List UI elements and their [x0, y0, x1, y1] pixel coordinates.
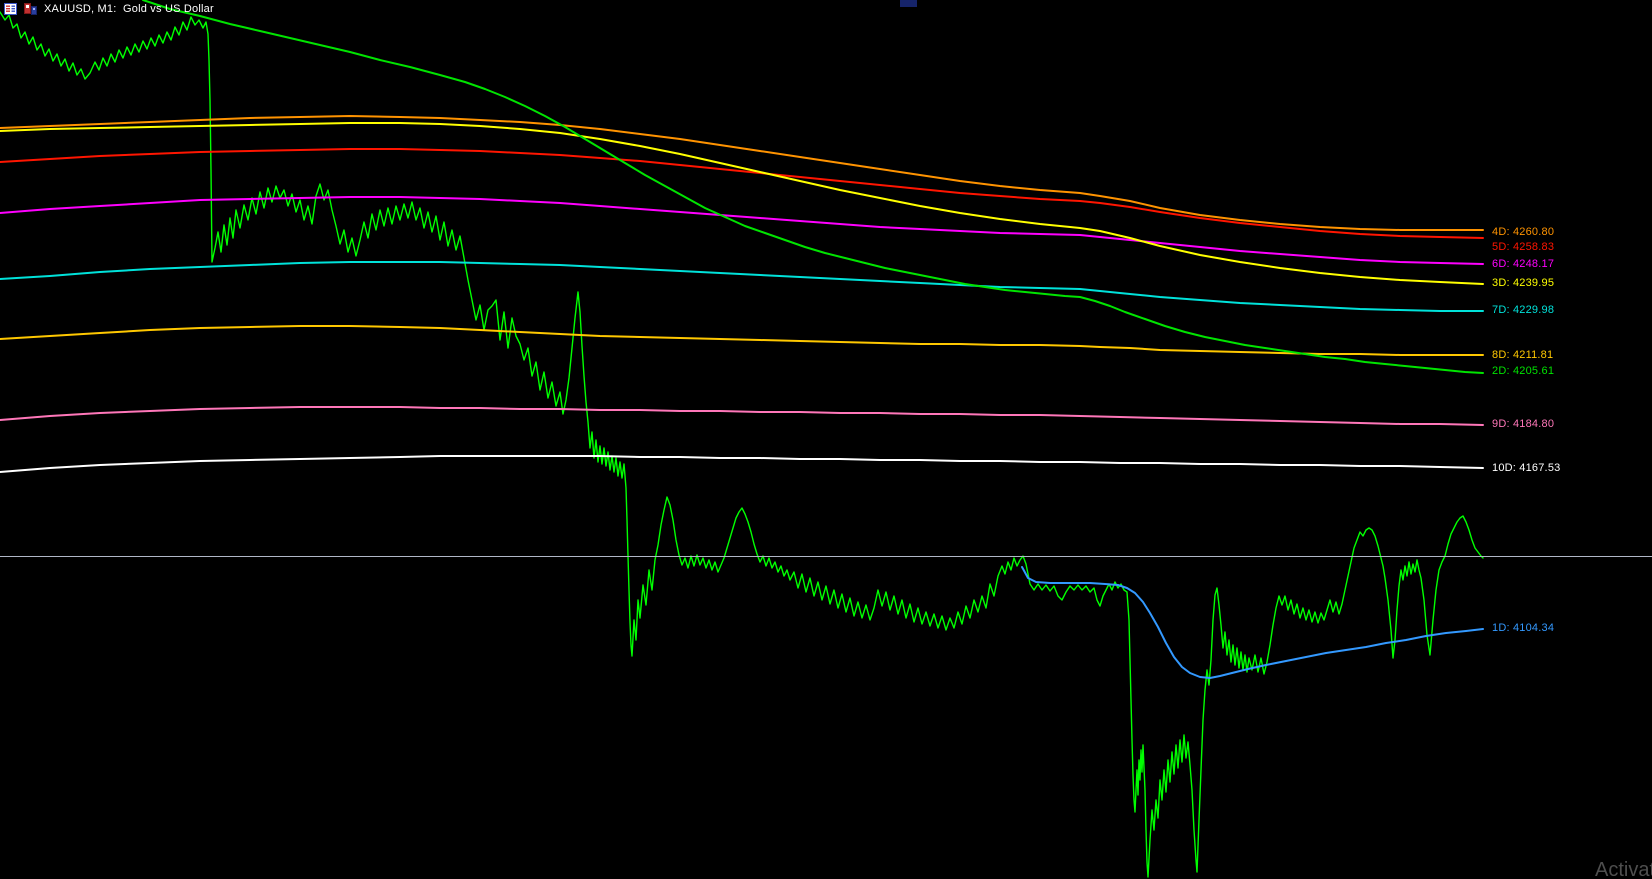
ma-label-8d[interactable]: 8D: 4211.81 [1492, 349, 1554, 361]
chart-titlebar: XAUUSD, M1: Gold vs US Dollar [4, 2, 214, 16]
ma-line-6d[interactable] [0, 196, 1484, 265]
ma-label-6d[interactable]: 6D: 4248.17 [1492, 258, 1555, 270]
ma-line-8d[interactable] [0, 325, 1484, 356]
ma-line-3d[interactable] [0, 122, 1484, 285]
ma-label-5d[interactable]: 5D: 4258.83 [1492, 241, 1555, 253]
activate-windows-watermark: Activate Windows [1595, 859, 1652, 879]
price-line[interactable] [0, 11, 1484, 878]
ma-label-3d[interactable]: 3D: 4239.95 [1492, 277, 1555, 289]
ma-line-2d[interactable] [142, 0, 1484, 374]
ma-line-7d[interactable] [0, 261, 1484, 312]
ma-label-2d[interactable]: 2D: 4205.61 [1492, 365, 1555, 377]
market-data-icon [4, 3, 17, 15]
ma-line-10d[interactable] [0, 455, 1484, 473]
ma-label-1d[interactable]: 1D: 4104.34 [1492, 622, 1555, 634]
ma-label-4d[interactable]: 4D: 4260.80 [1492, 226, 1555, 238]
ma-label-9d[interactable]: 9D: 4184.80 [1492, 418, 1555, 430]
ma-label-7d[interactable]: 7D: 4229.98 [1492, 304, 1555, 316]
ma-label-10d[interactable]: 10D: 4167.53 [1492, 462, 1561, 474]
ma-line-1d[interactable] [1021, 566, 1484, 679]
ma-line-4d[interactable] [0, 115, 1484, 231]
ma-line-9d[interactable] [0, 406, 1484, 426]
chart-type-icon [24, 3, 37, 15]
ma-line-5d[interactable] [0, 148, 1484, 239]
screen-artifact [900, 0, 917, 7]
chart-title: XAUUSD, M1: Gold vs US Dollar [44, 2, 214, 15]
